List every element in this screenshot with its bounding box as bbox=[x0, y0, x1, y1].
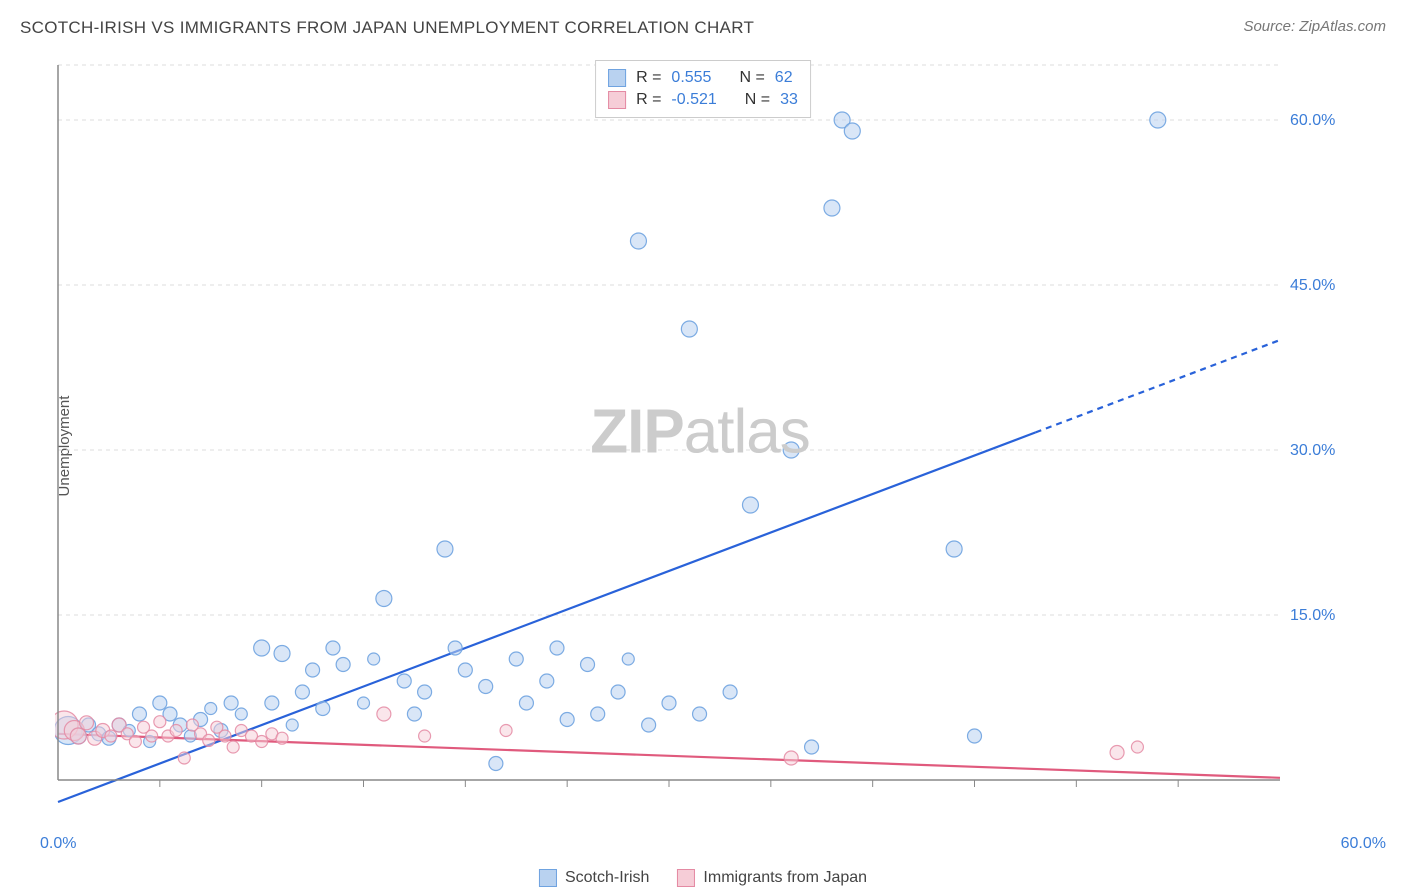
svg-text:60.0%: 60.0% bbox=[1290, 112, 1335, 129]
legend-swatch bbox=[608, 69, 626, 87]
source-attribution: Source: ZipAtlas.com bbox=[1243, 18, 1386, 35]
x-axis-min-label: 0.0% bbox=[40, 835, 76, 853]
series-legend-item: Scotch-Irish bbox=[539, 869, 649, 887]
correlation-legend-row: R = 0.555 N = 62 bbox=[608, 67, 798, 89]
series-legend-label: Scotch-Irish bbox=[565, 869, 649, 887]
n-label: N = bbox=[745, 91, 770, 109]
n-value: 33 bbox=[780, 91, 798, 109]
series-legend-item: Immigrants from Japan bbox=[677, 869, 867, 887]
legend-swatch bbox=[539, 869, 557, 887]
r-value: 0.555 bbox=[671, 69, 711, 87]
svg-text:45.0%: 45.0% bbox=[1290, 277, 1335, 294]
series-legend-label: Immigrants from Japan bbox=[703, 869, 867, 887]
chart-area: 15.0%30.0%45.0%60.0% ZIPatlas bbox=[55, 55, 1345, 825]
legend-swatch bbox=[608, 91, 626, 109]
r-value: -0.521 bbox=[671, 91, 716, 109]
x-axis-max-label: 60.0% bbox=[1341, 835, 1386, 853]
chart-title: SCOTCH-IRISH VS IMMIGRANTS FROM JAPAN UN… bbox=[20, 18, 754, 38]
svg-text:30.0%: 30.0% bbox=[1290, 442, 1335, 459]
header: SCOTCH-IRISH VS IMMIGRANTS FROM JAPAN UN… bbox=[20, 18, 1386, 38]
n-value: 62 bbox=[775, 69, 793, 87]
correlation-legend-row: R = -0.521 N = 33 bbox=[608, 89, 798, 111]
r-label: R = bbox=[636, 69, 661, 87]
correlation-legend: R = 0.555 N = 62 R = -0.521 N = 33 bbox=[595, 60, 811, 118]
series-legend: Scotch-Irish Immigrants from Japan bbox=[539, 869, 867, 887]
legend-swatch bbox=[677, 869, 695, 887]
r-label: R = bbox=[636, 91, 661, 109]
n-label: N = bbox=[739, 69, 764, 87]
scatter-plot: 15.0% 30.0% 45.0% 60.0% bbox=[55, 55, 1345, 825]
svg-text:15.0%: 15.0% bbox=[1290, 607, 1335, 624]
